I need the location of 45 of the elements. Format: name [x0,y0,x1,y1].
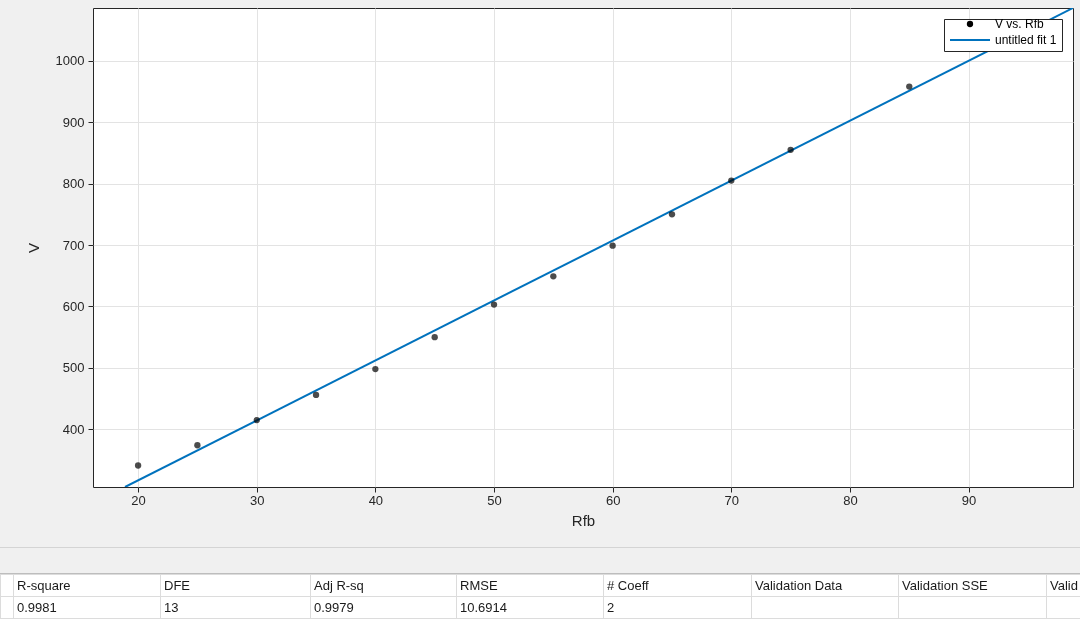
y-tick-label: 900 [62,114,85,130]
point [550,273,557,280]
text: Validation Data [751,574,899,597]
text: 0.9979 [310,596,457,619]
x-tick-label: 30 [249,492,265,508]
y-tick-label: 600 [62,298,85,314]
point [490,301,498,308]
text: 0.9981 [13,596,161,619]
y-tick-label: 700 [62,237,85,253]
point [431,334,438,341]
text: # Coeff [603,574,752,597]
point [194,442,201,449]
point [728,177,735,184]
text: 13 [160,596,311,619]
point [134,462,142,469]
text: Validation SSE [898,574,1047,597]
y-tick-label: 1000 [55,53,85,69]
text: R-square [13,574,161,597]
point [668,211,676,218]
y-axis-title: V [24,242,42,254]
point [312,391,320,399]
x-tick-label: 90 [961,492,977,508]
point [609,242,616,249]
text: RMSE [456,574,604,597]
text: 10.6914 [456,596,604,619]
point [253,416,260,424]
x-tick-label: 70 [724,492,740,508]
x-tick-label: 50 [487,492,502,508]
x-tick-label: 60 [605,492,621,508]
x-tick-label: 20 [131,492,146,508]
point [906,83,913,90]
y-tick-label: 800 [62,176,85,192]
text: DFE [160,574,311,597]
x-axis-title: Rfb [571,511,596,529]
point [787,146,794,154]
x-tick-label: 80 [843,492,858,508]
point [372,365,379,373]
x-tick-label: 40 [368,492,384,508]
text: Valid [1046,574,1080,597]
text: Adj R-sq [310,574,457,597]
legend-label: V vs. Rfb [995,17,1045,31]
legend-label: untitled fit 1 [995,33,1057,47]
y-tick-label: 500 [62,360,85,376]
text: 2 [603,596,752,619]
y-tick-label: 400 [62,421,85,437]
